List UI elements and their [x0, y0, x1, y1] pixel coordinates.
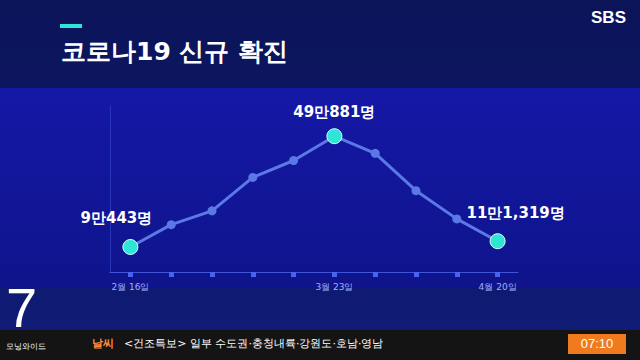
html-text:07:10: 07:10 — [580, 336, 614, 351]
svg-text:3월 23일: 3월 23일 — [315, 282, 353, 292]
html-text:7: 7 — [6, 276, 38, 339]
html-text:날씨: 날씨 — [92, 337, 114, 350]
svg-text:49만881명: 49만881명 — [293, 103, 375, 121]
svg-text:2월 16일: 2월 16일 — [111, 282, 149, 292]
html-text:SBS: SBS — [591, 8, 626, 27]
html-text:<건조특보> 일부 수도권·충청내륙·강원도·호남·영남: <건조특보> 일부 수도권·충청내륙·강원도·호남·영남 — [124, 337, 384, 350]
html-text:모닝와이드: 모닝와이드 — [6, 342, 46, 351]
svg-text:코로나19 신규 확진: 코로나19 신규 확진 — [61, 37, 288, 66]
svg-text:9만443명: 9만443명 — [81, 209, 153, 227]
svg-text:4월 20일: 4월 20일 — [479, 282, 517, 292]
svg-text:11만1,319명: 11만1,319명 — [466, 204, 564, 222]
